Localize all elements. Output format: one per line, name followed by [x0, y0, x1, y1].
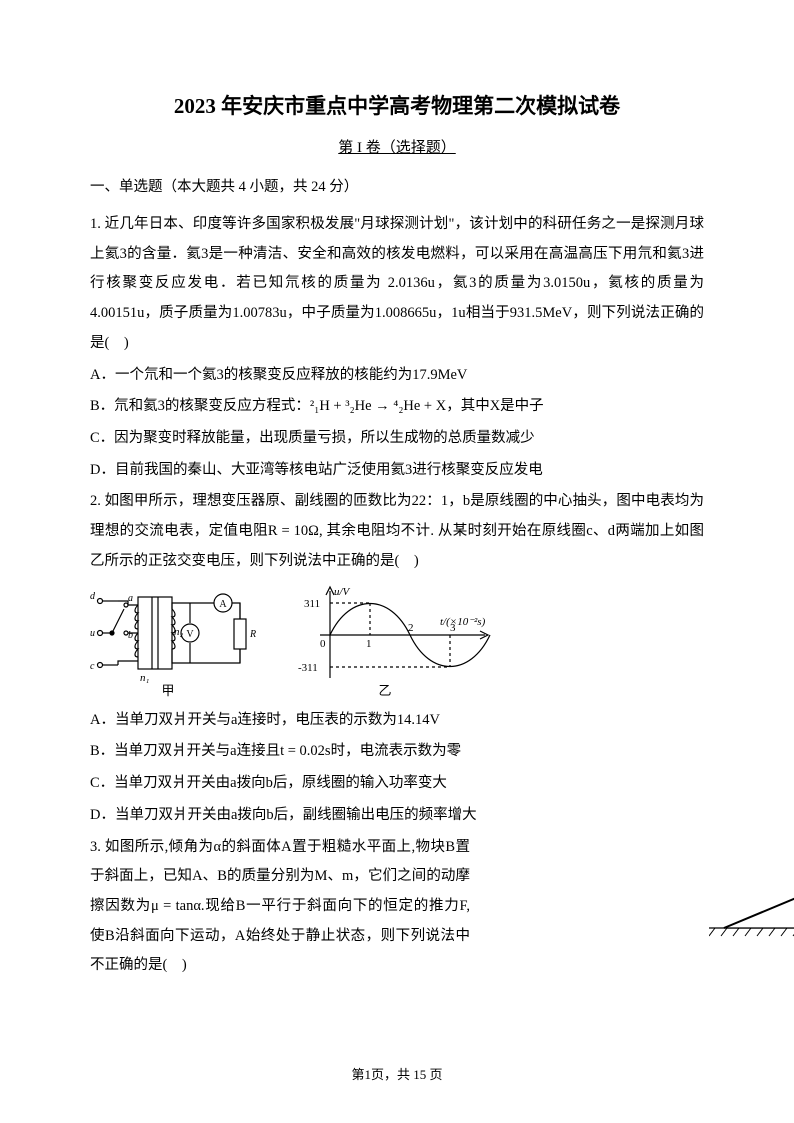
voltmeter-label: V: [186, 629, 194, 640]
yi-ylabel: u/V: [334, 586, 351, 598]
yi-x2: 2: [408, 622, 414, 634]
ammeter-label: A: [219, 599, 227, 610]
q1-stem: 1. 近几年日本、印度等许多国家积极发展"月球探测计划"，该计划中的科研任务之一…: [90, 210, 704, 359]
q1-option-c: C．因为聚变时释放能量，出现质量亏损，所以生成物的总质量数减少: [90, 424, 704, 454]
label-u: u: [90, 628, 95, 639]
label-b: b: [128, 630, 133, 641]
q1-option-a: A．一个氘和一个氦3的核聚变反应释放的核能约为17.9MeV: [90, 361, 704, 391]
label-c: c: [90, 661, 95, 672]
q2-option-b: B．当单刀双爿开关与a连接且t = 0.02s时，电流表示数为零: [90, 737, 704, 767]
figure-incline: A B F α: [709, 833, 794, 943]
figure-yi-label: 乙: [378, 683, 391, 698]
label-d: d: [90, 591, 96, 602]
yi-ymin: -311: [298, 662, 318, 674]
yi-xlabel: t/(×10⁻²s): [440, 616, 486, 628]
q1-option-d: D．目前我国的秦山、大亚湾等核电站广泛使用氦3进行核聚变反应发电: [90, 456, 704, 486]
q2-option-a: A．当单刀双爿开关与a连接时，电压表的示数为14.14V: [90, 706, 704, 736]
yi-ymax: 311: [304, 598, 320, 610]
page-footer: 第1页，共 15 页: [0, 1064, 794, 1083]
label-n1: n₁: [140, 672, 150, 684]
section-heading: 一、单选题（本大题共 4 小题，共 24 分）: [90, 175, 704, 196]
yi-zero: 0: [320, 638, 326, 650]
exam-title: 2023 年安庆市重点中学高考物理第二次模拟试卷: [90, 90, 704, 120]
q2-figures: d u c a b n₁ n₂ R A V 甲: [90, 583, 704, 698]
q3-stem: 3. 如图所示,倾角为α的斜面体A置于粗糙水平面上,物块B置于斜面上，已知A、B…: [90, 833, 470, 982]
exam-subtitle: 第 I 卷（选择题）: [90, 136, 704, 157]
q1-option-b: B．氘和氦3的核聚变反应方程式：²₁H + ³₂He → ⁴₂He + X，其中…: [90, 392, 704, 422]
yi-x1: 1: [366, 638, 372, 650]
label-a: a: [128, 593, 133, 604]
label-n2: n₂: [174, 626, 184, 638]
q2-option-d: D．当单刀双爿开关由a拨向b后，副线圈输出电压的频率增大: [90, 801, 704, 831]
figure-jia: d u c a b n₁ n₂ R A V 甲: [90, 583, 260, 698]
figure-yi: u/V 311 -311 0 1 2 3 t/(×10⁻²s) 乙: [290, 583, 500, 698]
q2-stem: 2. 如图甲所示，理想变压器原、副线圈的匝数比为22：1，b是原线圈的中心抽头，…: [90, 487, 704, 576]
q2-option-c: C．当单刀双爿开关由a拨向b后，原线圈的输入功率变大: [90, 769, 704, 799]
label-R: R: [249, 629, 256, 640]
figure-jia-label: 甲: [161, 683, 174, 698]
